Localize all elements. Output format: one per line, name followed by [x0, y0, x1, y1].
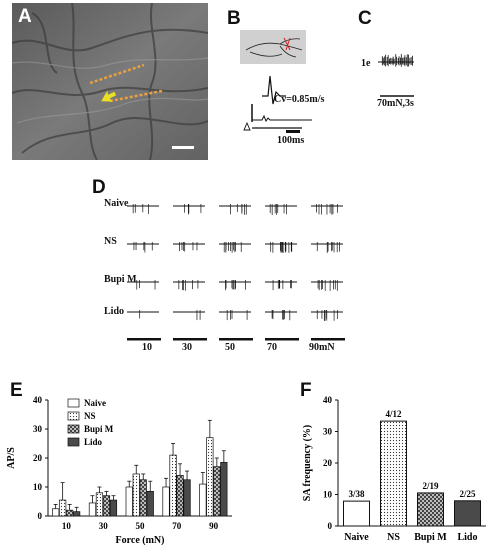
panel-letter-a: A	[18, 6, 32, 27]
action-potential-trace	[243, 75, 312, 133]
chart-f: 0 10 20 30 40 3/38 Naive 4/12 NS 2/19 Bupi M 2/25 Li…	[302, 395, 486, 543]
y-axis-label: AP/S	[6, 447, 17, 469]
legend-swatch	[67, 411, 80, 421]
hand-schematic-image	[240, 30, 306, 64]
x-tick-label: Lido	[457, 532, 477, 543]
y-tick-label: 40	[323, 395, 333, 405]
legend-label: Naive	[84, 398, 106, 408]
bar-naive	[162, 486, 170, 517]
legend-swatch	[67, 437, 80, 447]
bar-value-label: 3/38	[348, 489, 365, 499]
raster-traces	[127, 204, 345, 341]
bar-naive	[52, 508, 60, 517]
y-tick-label: 20	[323, 458, 333, 468]
time-scale-bar	[286, 130, 300, 133]
panel-letter-d: D	[92, 177, 106, 198]
force-label-90mn: 90mN	[309, 342, 335, 353]
bar-bupi-m	[102, 495, 111, 517]
bar-ns	[380, 420, 407, 527]
bar-lido	[183, 479, 191, 517]
y-tick-label: 30	[323, 427, 333, 437]
y-tick-label: 10	[33, 482, 43, 492]
micrograph-image	[12, 3, 208, 160]
spike-train-trace	[378, 54, 414, 97]
bar-value-label: 4/12	[385, 409, 402, 419]
bar-ns	[132, 473, 140, 517]
bar-ns	[206, 437, 214, 517]
y-tick-label: 10	[323, 490, 333, 500]
stimulus-bar	[311, 338, 345, 341]
legend-swatch	[67, 424, 80, 434]
bar-lido	[146, 490, 154, 517]
bar-lido	[454, 500, 481, 527]
x-tick-label: 30	[99, 521, 109, 531]
legend-swatch	[67, 398, 80, 408]
stimulus-scale-label: 70mN,3s	[377, 98, 414, 109]
x-tick-label: 70	[172, 521, 182, 531]
trace-label: 1e	[361, 58, 371, 69]
fiber-markers	[89, 63, 194, 149]
y-tick-label: 20	[33, 453, 43, 463]
y-tick-label: 30	[33, 424, 43, 434]
panel-letter-b: B	[227, 8, 241, 29]
scale-bar	[172, 146, 194, 149]
force-label-30: 30	[182, 342, 192, 353]
bar-bupi-m	[213, 466, 221, 517]
bar-value-label: 2/25	[459, 489, 476, 499]
bar-naive	[88, 502, 97, 517]
time-scale-label: 100ms	[277, 135, 305, 146]
x-tick-label: 10	[62, 521, 72, 531]
bar-bupi-m	[417, 492, 444, 527]
x-tick-label: Bupi M	[414, 532, 447, 543]
legend-label: Bupi M	[84, 424, 114, 434]
force-label-70: 70	[267, 342, 277, 353]
bar-value-label: 2/19	[422, 481, 439, 491]
panel-letter-e: E	[10, 380, 23, 401]
arrow-icon	[101, 90, 117, 102]
stimulus-bar	[219, 338, 253, 341]
bar-bupi-m	[66, 509, 74, 517]
conduction-velocity-label: Cv=0.85m/s	[274, 94, 325, 105]
bar-ns	[169, 454, 177, 517]
y-axis-label: SA frequency (%)	[302, 425, 313, 501]
bar-lido	[73, 511, 81, 517]
x-tick-label: Naive	[344, 532, 369, 543]
x-axis-label: Force (mN)	[116, 535, 165, 546]
fiber-marker-upper	[89, 63, 145, 85]
bar-ns	[95, 492, 104, 517]
legend-label: Lido	[84, 437, 103, 447]
bar-bupi-m	[176, 475, 184, 517]
bar-naive	[343, 500, 370, 527]
bar-lido	[220, 461, 228, 517]
y-tick-label: 0	[38, 511, 43, 521]
x-tick-label: 90	[209, 521, 219, 531]
row-label-bupi-m: Bupi M	[104, 274, 137, 285]
legend-label: NS	[84, 411, 96, 421]
stimulus-bar	[127, 338, 161, 341]
x-tick-label: 50	[136, 521, 146, 531]
panel-letter-f: F	[300, 380, 312, 401]
y-tick-label: 0	[328, 521, 333, 531]
force-label-10: 10	[142, 342, 152, 353]
stimulus-bar	[265, 338, 299, 341]
fiber-marker-lower	[109, 89, 163, 103]
x-tick-label: NS	[387, 532, 400, 543]
chart-e: 0 10 20 30 40 10 30 50 70 90 Force (mN) AP/S Naive NS…	[6, 395, 232, 546]
bar-naive	[125, 486, 133, 517]
row-label-lido: Lido	[104, 306, 125, 317]
panel-letter-c: C	[358, 8, 372, 29]
y-tick-label: 40	[33, 395, 43, 405]
bar-naive	[199, 483, 207, 517]
row-label-ns: NS	[104, 236, 117, 247]
row-label-naive: Naive	[104, 198, 129, 209]
bar-bupi-m	[139, 479, 147, 517]
force-label-50: 50	[225, 342, 235, 353]
bar-lido	[109, 499, 118, 517]
bar-ns	[59, 499, 67, 517]
stimulus-bar	[173, 338, 207, 341]
